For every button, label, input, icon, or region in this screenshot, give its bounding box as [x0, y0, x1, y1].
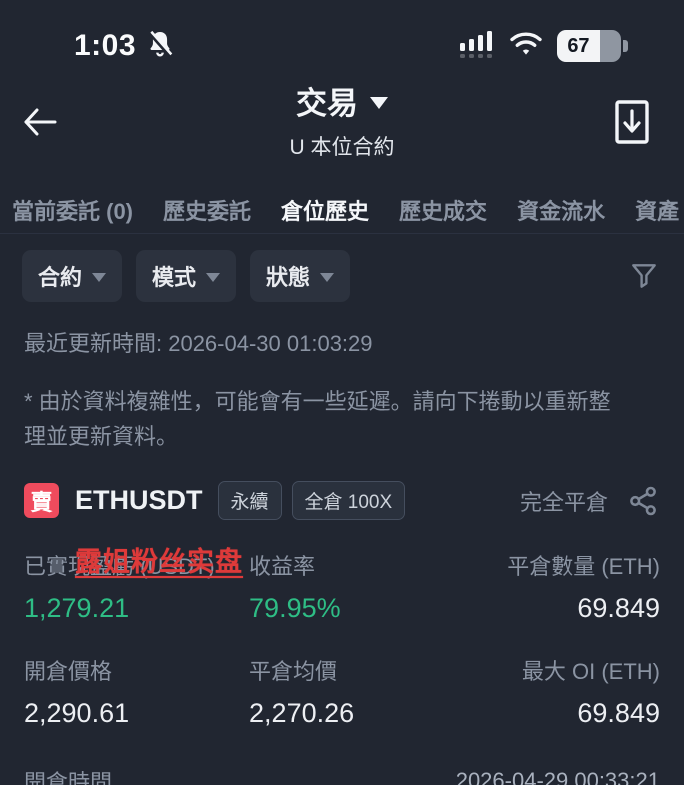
signal-bars-icon: [459, 29, 495, 64]
tab-bar: 當前委託 (0) 歷史委託 倉位歷史 歷史成交 資金流水 資產: [0, 170, 684, 234]
chevron-down-icon: [320, 273, 335, 282]
watermark-text: 露姐粉丝实盘: [75, 547, 243, 578]
tab-position-history[interactable]: 倉位歷史: [281, 194, 369, 233]
open-time-row: 開倉時間 2026-04-29 00:33:21: [24, 765, 660, 785]
filter-status-label: 狀態: [266, 265, 311, 290]
tab-order-history[interactable]: 歷史委託: [163, 199, 252, 224]
header-title-block[interactable]: 交易 U 本位合約: [0, 78, 684, 161]
close-qty-label: 平倉數量 (ETH): [507, 554, 660, 580]
symbol: ETHUSDT: [75, 485, 203, 516]
close-avg-price-value: 2,270.26: [249, 698, 355, 729]
sell-side-badge: 賣: [24, 483, 59, 519]
realized-pnl-label: 已實現盈虧 (USDT): [24, 554, 215, 580]
close-qty-value: 69.849: [577, 593, 660, 624]
close-status-label: 完全平倉: [519, 489, 608, 515]
roi-label: 收益率: [249, 554, 316, 580]
battery-cap: [623, 40, 628, 52]
open-time-label: 開倉時間: [24, 770, 113, 785]
position-card: 賣 ETHUSDT 永續 全倉 100X 完全平倉 露姐粉丝实盘 已實現盈虧 (…: [0, 481, 684, 785]
position-card-header: 賣 ETHUSDT 永續 全倉 100X 完全平倉: [24, 481, 660, 521]
nav-header: 交易 U 本位合約: [0, 78, 684, 170]
tab-transaction-history[interactable]: 資金流水: [517, 199, 606, 224]
chevron-down-icon: [92, 273, 107, 282]
meta-section: 最近更新時間: 2026-04-30 01:03:29 * 由於資料複雜性，可能…: [0, 302, 684, 454]
filter-mode-label: 模式: [152, 265, 197, 290]
export-icon[interactable]: [610, 96, 654, 151]
wifi-icon: [509, 30, 543, 63]
tab-open-orders[interactable]: 當前委託 (0): [12, 199, 134, 224]
caret-down-icon: [370, 96, 388, 109]
open-price-label: 開倉價格: [24, 659, 113, 685]
data-delay-notice: * 由於資料複雜性，可能會有一些延遲。請向下捲動以重新整理並更新資料。: [24, 389, 611, 450]
battery-icon: 67: [557, 30, 628, 62]
battery-percent: 67: [567, 34, 590, 57]
muted-bell-icon: [144, 28, 176, 65]
open-time-value: 2026-04-29 00:33:21: [455, 768, 660, 785]
share-icon[interactable]: [626, 484, 660, 518]
status-bar-left: 1:03: [74, 28, 176, 65]
filter-mode-dropdown[interactable]: 模式: [136, 250, 237, 302]
last-update-time: 最近更新時間: 2026-04-30 01:03:29: [24, 331, 373, 356]
margin-leverage-badge: 全倉 100X: [291, 481, 406, 521]
filter-status-dropdown[interactable]: 狀態: [250, 250, 351, 302]
funnel-filter-icon[interactable]: [628, 260, 660, 292]
max-oi-label: 最大 OI (ETH): [521, 659, 660, 685]
filter-row: 合約 模式 狀態: [0, 234, 684, 302]
max-oi-value: 69.849: [577, 698, 660, 729]
close-avg-price-label: 平倉均價: [249, 659, 338, 685]
tab-assets[interactable]: 資產: [635, 199, 680, 224]
tab-trade-history[interactable]: 歷史成交: [399, 199, 488, 224]
filter-contract-label: 合約: [38, 265, 83, 290]
page-title[interactable]: 交易: [296, 86, 358, 121]
open-price-value: 2,290.61: [24, 698, 130, 729]
status-bar-right: 67: [459, 29, 628, 64]
status-bar: 1:03: [0, 0, 684, 72]
position-times: 開倉時間 2026-04-29 00:33:21 平倉時間 2026-04-30…: [24, 765, 660, 785]
realized-pnl-value: 1,279.21: [24, 593, 130, 624]
contract-type-badge: 永續: [217, 481, 282, 521]
filter-contract-dropdown[interactable]: 合約: [22, 250, 123, 302]
roi-value: 79.95%: [249, 593, 341, 624]
page-subtitle: U 本位合約: [289, 136, 395, 159]
position-stats-grid: 已實現盈虧 (USDT) 收益率 平倉數量 (ETH) 1,279.21 79.…: [24, 549, 660, 729]
back-arrow-icon[interactable]: [18, 100, 62, 144]
chevron-down-icon: [206, 273, 221, 282]
status-time: 1:03: [74, 29, 137, 62]
battery-fill: [557, 30, 600, 62]
